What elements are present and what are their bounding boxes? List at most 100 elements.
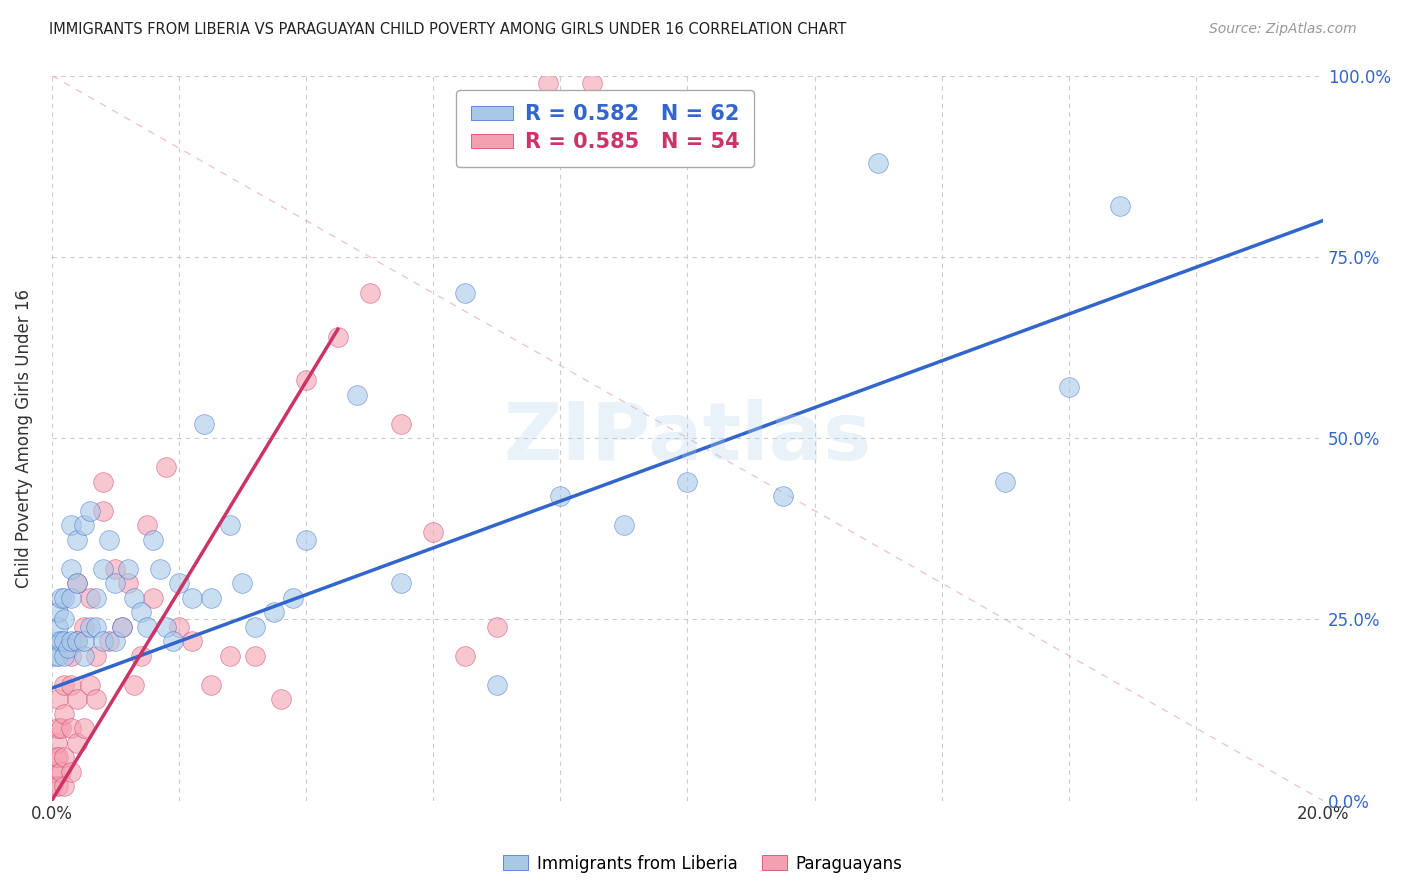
Point — [51, 591, 73, 605]
Point — [91, 503, 114, 517]
Point — [295, 373, 318, 387]
Point — [104, 576, 127, 591]
Point — [485, 677, 508, 691]
Text: ZIPatlas: ZIPatlas — [503, 399, 872, 477]
Point — [72, 648, 94, 663]
Point — [389, 576, 412, 591]
Point — [346, 387, 368, 401]
Point — [326, 329, 349, 343]
Point — [46, 619, 69, 633]
Point — [142, 591, 165, 605]
Point — [79, 591, 101, 605]
Point — [72, 634, 94, 648]
Point — [53, 706, 76, 721]
Point — [97, 634, 120, 648]
Point — [46, 605, 69, 619]
Point — [167, 619, 190, 633]
Point — [59, 648, 82, 663]
Point — [59, 764, 82, 779]
Point — [66, 736, 89, 750]
Point — [136, 619, 159, 633]
Point — [485, 619, 508, 633]
Point — [111, 619, 134, 633]
Point — [129, 648, 152, 663]
Point — [1108, 199, 1130, 213]
Point — [97, 533, 120, 547]
Point — [167, 576, 190, 591]
Point — [59, 677, 82, 691]
Point — [53, 648, 76, 663]
Point — [155, 619, 177, 633]
Point — [613, 518, 636, 533]
Point — [91, 561, 114, 575]
Point — [59, 634, 82, 648]
Point — [53, 750, 76, 764]
Point — [53, 634, 76, 648]
Point — [59, 561, 82, 575]
Point — [59, 591, 82, 605]
Point — [46, 634, 69, 648]
Point — [536, 76, 558, 90]
Point — [180, 634, 202, 648]
Point — [51, 634, 73, 648]
Point — [45, 736, 67, 750]
Point — [44, 764, 66, 779]
Point — [51, 721, 73, 735]
Point — [193, 417, 215, 431]
Point — [180, 591, 202, 605]
Point — [46, 750, 69, 764]
Point — [359, 286, 381, 301]
Point — [454, 648, 477, 663]
Point — [79, 619, 101, 633]
Point — [46, 648, 69, 663]
Text: Source: ZipAtlas.com: Source: ZipAtlas.com — [1209, 22, 1357, 37]
Point — [1057, 380, 1080, 394]
Point — [142, 533, 165, 547]
Point — [243, 648, 266, 663]
Point — [117, 576, 139, 591]
Point — [66, 576, 89, 591]
Point — [66, 692, 89, 706]
Legend: R = 0.582   N = 62, R = 0.585   N = 54: R = 0.582 N = 62, R = 0.585 N = 54 — [457, 89, 754, 167]
Point — [162, 634, 184, 648]
Point — [91, 475, 114, 489]
Point — [53, 612, 76, 626]
Point — [79, 677, 101, 691]
Point — [231, 576, 253, 591]
Point — [218, 648, 240, 663]
Point — [66, 634, 89, 648]
Legend: Immigrants from Liberia, Paraguayans: Immigrants from Liberia, Paraguayans — [496, 848, 910, 880]
Point — [283, 591, 305, 605]
Point — [46, 721, 69, 735]
Point — [84, 648, 107, 663]
Point — [155, 460, 177, 475]
Point — [84, 619, 107, 633]
Point — [79, 503, 101, 517]
Point — [59, 518, 82, 533]
Point — [45, 750, 67, 764]
Point — [44, 648, 66, 663]
Point — [84, 692, 107, 706]
Point — [59, 721, 82, 735]
Point — [66, 634, 89, 648]
Point — [91, 634, 114, 648]
Point — [868, 155, 890, 169]
Point — [124, 591, 146, 605]
Point — [46, 692, 69, 706]
Point — [56, 641, 79, 656]
Point — [53, 677, 76, 691]
Point — [111, 619, 134, 633]
Point — [136, 518, 159, 533]
Point — [581, 76, 603, 90]
Point — [117, 561, 139, 575]
Point — [104, 634, 127, 648]
Point — [53, 591, 76, 605]
Point — [200, 677, 222, 691]
Point — [51, 764, 73, 779]
Point — [422, 525, 444, 540]
Point — [270, 692, 292, 706]
Point — [66, 533, 89, 547]
Point — [46, 779, 69, 793]
Point — [53, 779, 76, 793]
Point — [243, 619, 266, 633]
